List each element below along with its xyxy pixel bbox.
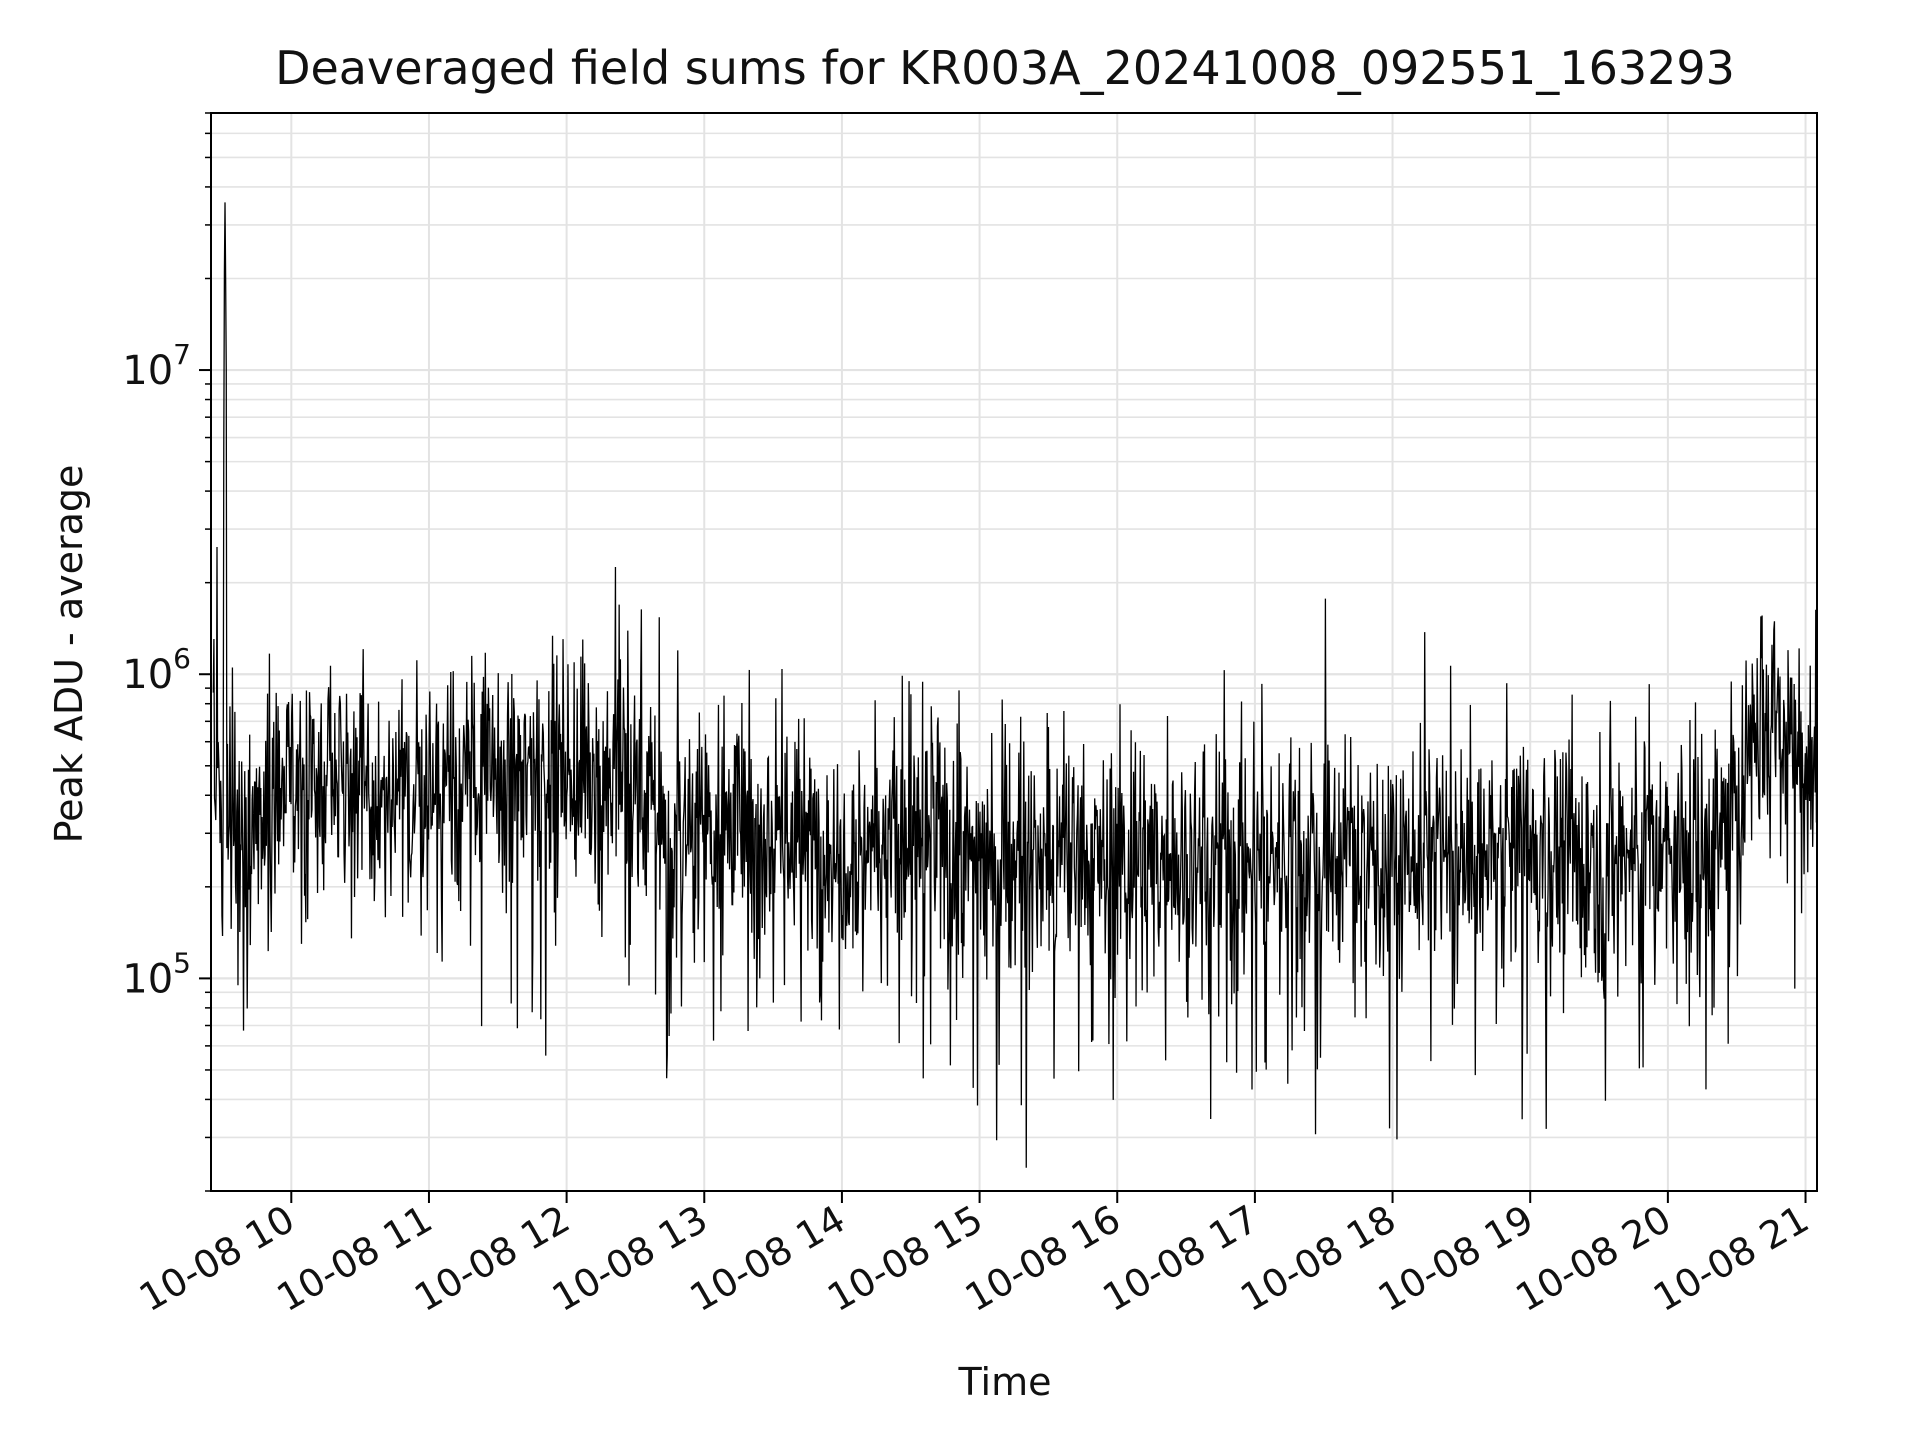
plot-area-frame: [210, 112, 1818, 1192]
grid: [211, 112, 1817, 1192]
chart-title: Deaveraged field sums for KR003A_2024100…: [275, 41, 1735, 95]
y-tick-label: 105: [122, 946, 191, 1002]
y-axis: 105 106 107: [122, 112, 211, 1192]
series-line: [212, 202, 1817, 1168]
y-tick-label: 107: [122, 338, 191, 394]
series-line-layer: [212, 202, 1817, 1168]
x-axis-label: Time: [958, 1360, 1052, 1404]
y-axis-label: Peak ADU - average: [47, 465, 91, 844]
y-tick-label: 106: [122, 642, 191, 698]
